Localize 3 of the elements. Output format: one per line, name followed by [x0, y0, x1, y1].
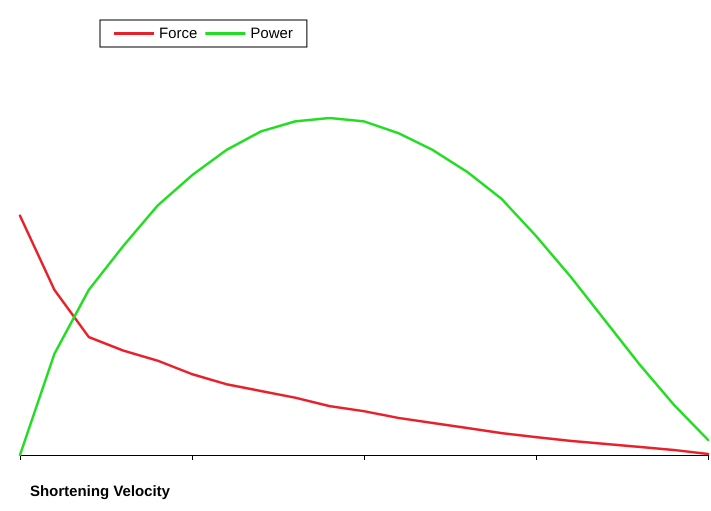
legend-label: Power	[250, 25, 293, 42]
legend-label: Force	[159, 25, 198, 42]
x-axis-title: Shortening Velocity	[30, 483, 171, 500]
